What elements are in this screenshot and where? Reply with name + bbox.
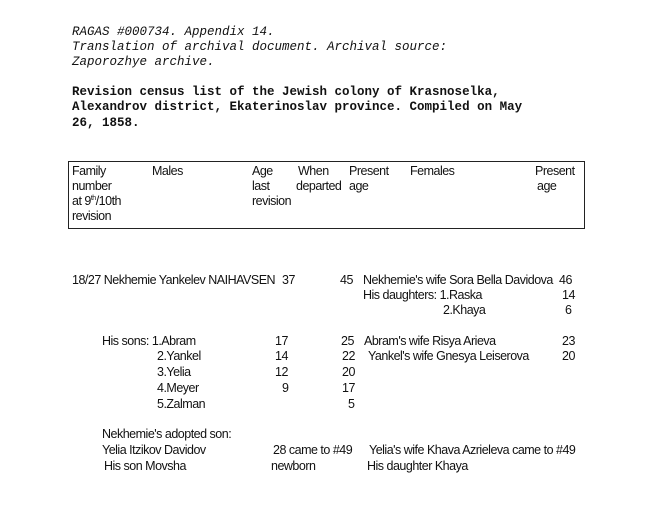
present-age: 17 <box>342 381 355 395</box>
female-name: His daughter Khaya <box>367 459 468 473</box>
header-family: Family <box>72 164 106 178</box>
header-age: revision <box>252 194 292 208</box>
age-last: 9 <box>282 381 289 395</box>
male-name: 18/27 Nekhemie Yankelev NAIHAVSEN <box>72 273 276 287</box>
header-text: /10th <box>95 194 122 208</box>
female-name: Nekhemie's wife Sora Bella Davidova <box>363 273 553 287</box>
header-sup: th <box>90 194 96 202</box>
heading-line: RAGAS #000734. Appendix 14. <box>72 25 275 39</box>
header-when: departed <box>296 179 342 193</box>
present-age: 25 <box>341 334 354 348</box>
male-name: His sons: 1.Abram <box>102 334 196 348</box>
female-age: 23 <box>562 334 575 348</box>
header-age: Age <box>252 164 273 178</box>
heading-line: Translation of archival document. Archiv… <box>72 40 448 54</box>
present-age: 20 <box>342 365 355 379</box>
female-age: 20 <box>562 349 575 363</box>
male-name: 2.Yankel <box>157 349 201 363</box>
present-age: 45 <box>340 273 353 287</box>
header-family: at 9th/10th <box>72 194 122 208</box>
age-last: 17 <box>275 334 288 348</box>
table-header-box <box>68 161 585 229</box>
present-age: 22 <box>342 349 355 363</box>
header-age: last <box>252 179 270 193</box>
age-info: 28 came to #49 <box>273 443 353 457</box>
female-name: Abram's wife Risya Arieva <box>364 334 496 348</box>
title-line: Revision census list of the Jewish colon… <box>72 85 500 99</box>
age-last: 12 <box>275 365 288 379</box>
female-name: Yankel's wife Gnesya Leiserova <box>368 349 529 363</box>
header-present: age <box>349 179 369 193</box>
female-age: 6 <box>565 303 572 317</box>
header-family: number <box>72 179 112 193</box>
male-name: 4.Meyer <box>157 381 199 395</box>
title-line: Alexandrov district, Ekaterinoslav provi… <box>72 100 523 114</box>
header-text: at 9 <box>72 194 91 208</box>
male-name: 3.Yelia <box>157 365 191 379</box>
header-males: Males <box>152 164 183 178</box>
header-present-f: age <box>537 179 557 193</box>
age-last: 37 <box>282 273 295 287</box>
header-family: revision <box>72 209 112 223</box>
female-age: 14 <box>562 288 575 302</box>
heading-line: Zaporozhye archive. <box>72 55 215 69</box>
female-name: His daughters: 1.Raska <box>363 288 482 302</box>
male-name: Yelia Itzikov Davidov <box>102 443 206 457</box>
female-age: 46 <box>559 273 572 287</box>
adopted-label: Nekhemie's adopted son: <box>102 427 232 441</box>
age-info: newborn <box>271 459 316 473</box>
header-present: Present <box>349 164 389 178</box>
male-name: His son Movsha <box>104 459 186 473</box>
header-females: Females <box>410 164 455 178</box>
present-age: 5 <box>348 397 355 411</box>
male-name: 5.Zalman <box>157 397 206 411</box>
age-last: 14 <box>275 349 288 363</box>
header-present-f: Present <box>535 164 575 178</box>
female-name: 2.Khaya <box>443 303 486 317</box>
female-name: Yelia's wife Khava Azrieleva came to #49 <box>369 443 576 457</box>
title-line: 26, 1858. <box>72 116 140 130</box>
header-when: When <box>298 164 329 178</box>
